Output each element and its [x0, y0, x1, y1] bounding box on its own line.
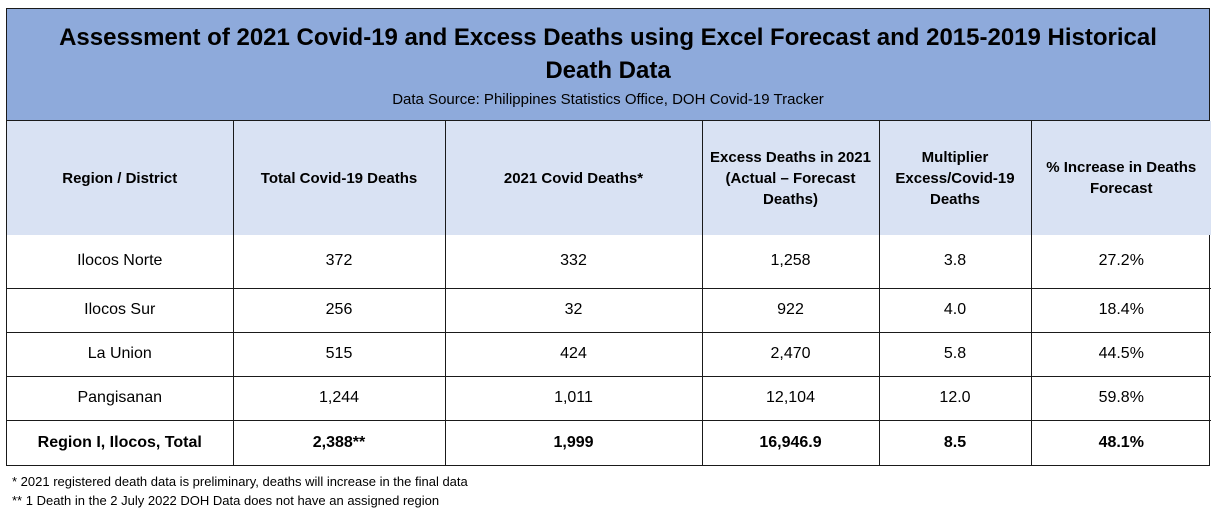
total-covid-deaths: 2,388**: [232, 419, 446, 466]
cell-percent-increase: 44.5%: [1030, 331, 1211, 377]
cell-region: Ilocos Sur: [7, 287, 234, 333]
cell-2021-covid-deaths: 332: [444, 235, 703, 289]
header-percent-increase: % Increase in Deaths Forecast: [1030, 121, 1211, 235]
header-total-covid-deaths: Total Covid-19 Deaths: [232, 121, 446, 235]
header-2021-covid-deaths: 2021 Covid Deaths*: [444, 121, 703, 235]
cell-2021-covid-deaths: 32: [444, 287, 703, 333]
cell-excess-deaths: 12,104: [701, 375, 880, 421]
header-region: Region / District: [7, 121, 234, 235]
page-title: Assessment of 2021 Covid-19 and Excess D…: [59, 24, 1157, 84]
footnote-unassigned-region: ** 1 Death in the 2 July 2022 DOH Data d…: [12, 493, 440, 508]
total-2021-covid-deaths: 1,999: [444, 419, 703, 466]
table-row: Ilocos Sur 256 32 922 4.0 18.4%: [7, 287, 1211, 333]
cell-excess-deaths: 922: [701, 287, 880, 333]
data-source-subtitle: Data Source: Philippines Statistics Offi…: [392, 91, 824, 108]
table-row: La Union 515 424 2,470 5.8 44.5%: [7, 331, 1211, 377]
deaths-table: Region / District Total Covid-19 Deaths …: [7, 121, 1211, 466]
cell-total-covid-deaths: 372: [232, 235, 446, 289]
footnote-preliminary: * 2021 registered death data is prelimin…: [12, 474, 468, 489]
total-percent-increase: 48.1%: [1030, 419, 1211, 466]
cell-multiplier: 12.0: [878, 375, 1032, 421]
table-total-row: Region I, Ilocos, Total 2,388** 1,999 16…: [7, 419, 1211, 466]
header-excess-deaths: Excess Deaths in 2021 (Actual – Forecast…: [701, 121, 880, 235]
cell-excess-deaths: 1,258: [701, 235, 880, 289]
cell-total-covid-deaths: 256: [232, 287, 446, 333]
cell-percent-increase: 27.2%: [1030, 235, 1211, 289]
cell-percent-increase: 18.4%: [1030, 287, 1211, 333]
cell-multiplier: 3.8: [878, 235, 1032, 289]
cell-total-covid-deaths: 1,244: [232, 375, 446, 421]
cell-region: Ilocos Norte: [7, 235, 234, 289]
table-row: Pangisanan 1,244 1,011 12,104 12.0 59.8%: [7, 375, 1211, 421]
header-multiplier: Multiplier Excess/Covid-19 Deaths: [878, 121, 1032, 235]
cell-percent-increase: 59.8%: [1030, 375, 1211, 421]
cell-excess-deaths: 2,470: [701, 331, 880, 377]
total-multiplier: 8.5: [878, 419, 1032, 466]
total-region: Region I, Ilocos, Total: [7, 419, 234, 466]
report-table-frame: Assessment of 2021 Covid-19 and Excess D…: [6, 8, 1211, 466]
cell-2021-covid-deaths: 424: [444, 331, 703, 377]
table-header-row: Region / District Total Covid-19 Deaths …: [7, 121, 1211, 235]
cell-region: La Union: [7, 331, 234, 377]
title-band: Assessment of 2021 Covid-19 and Excess D…: [7, 9, 1209, 121]
cell-multiplier: 5.8: [878, 331, 1032, 377]
cell-2021-covid-deaths: 1,011: [444, 375, 703, 421]
total-excess-deaths: 16,946.9: [701, 419, 880, 466]
footnotes: * 2021 registered death data is prelimin…: [12, 472, 468, 510]
cell-multiplier: 4.0: [878, 287, 1032, 333]
cell-region: Pangisanan: [7, 375, 234, 421]
table-row: Ilocos Norte 372 332 1,258 3.8 27.2%: [7, 235, 1211, 289]
cell-total-covid-deaths: 515: [232, 331, 446, 377]
